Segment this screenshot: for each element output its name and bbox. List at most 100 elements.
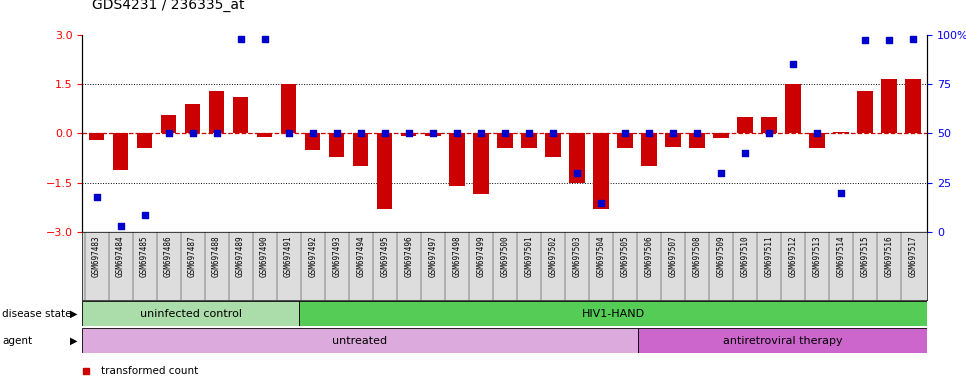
- Bar: [185, 104, 200, 134]
- Point: [545, 131, 560, 137]
- Bar: [737, 117, 753, 134]
- Text: GSM697510: GSM697510: [740, 236, 750, 277]
- Point: [185, 131, 200, 137]
- Bar: [82, 301, 299, 326]
- Point: [713, 170, 728, 176]
- Bar: [160, 115, 177, 134]
- Text: GSM697512: GSM697512: [788, 236, 797, 277]
- Text: GSM697489: GSM697489: [236, 236, 245, 277]
- Text: GSM697486: GSM697486: [164, 236, 173, 277]
- Text: GSM697494: GSM697494: [356, 236, 365, 277]
- Bar: [257, 134, 272, 137]
- Point: [89, 194, 104, 200]
- Point: [425, 131, 440, 137]
- Text: GDS4231 / 236335_at: GDS4231 / 236335_at: [92, 0, 244, 12]
- Text: GSM697514: GSM697514: [837, 236, 845, 277]
- Text: GSM697493: GSM697493: [332, 236, 341, 277]
- Point: [473, 131, 489, 137]
- Point: [305, 131, 321, 137]
- Point: [113, 223, 128, 230]
- Bar: [761, 117, 777, 134]
- Bar: [521, 134, 536, 148]
- Text: GSM697498: GSM697498: [452, 236, 461, 277]
- Text: GSM697506: GSM697506: [644, 236, 653, 277]
- Point: [377, 131, 392, 137]
- Text: GSM697485: GSM697485: [140, 236, 149, 277]
- Text: GSM697517: GSM697517: [908, 236, 918, 277]
- Point: [666, 131, 681, 137]
- Text: GSM697499: GSM697499: [476, 236, 485, 277]
- Point: [257, 35, 272, 41]
- Point: [449, 131, 465, 137]
- Bar: [905, 79, 921, 134]
- Point: [521, 131, 536, 137]
- Point: [641, 131, 657, 137]
- Point: [328, 131, 344, 137]
- Text: GSM697516: GSM697516: [885, 236, 894, 277]
- Bar: [617, 134, 633, 148]
- Text: GSM697509: GSM697509: [717, 236, 725, 277]
- Bar: [545, 134, 560, 157]
- Point: [737, 150, 753, 156]
- Bar: [328, 134, 345, 157]
- Point: [137, 212, 153, 218]
- Bar: [377, 134, 392, 209]
- Bar: [209, 91, 224, 134]
- Bar: [305, 134, 321, 150]
- Point: [209, 131, 224, 137]
- Text: GSM697502: GSM697502: [549, 236, 557, 277]
- Point: [617, 131, 633, 137]
- Text: GSM697492: GSM697492: [308, 236, 317, 277]
- Bar: [713, 134, 728, 138]
- Text: GSM697508: GSM697508: [693, 236, 701, 277]
- Bar: [401, 134, 416, 136]
- Text: ▶: ▶: [70, 336, 77, 346]
- Point: [761, 131, 777, 137]
- Text: GSM697503: GSM697503: [572, 236, 582, 277]
- Point: [689, 131, 704, 137]
- Bar: [233, 97, 248, 134]
- Text: GSM697490: GSM697490: [260, 236, 270, 277]
- Text: disease state: disease state: [2, 309, 71, 319]
- Bar: [665, 134, 681, 147]
- Bar: [89, 134, 104, 140]
- Text: GSM697495: GSM697495: [381, 236, 389, 277]
- Point: [233, 35, 248, 41]
- Text: antiretroviral therapy: antiretroviral therapy: [723, 336, 842, 346]
- Bar: [449, 134, 465, 186]
- Bar: [593, 134, 609, 209]
- Point: [857, 37, 872, 43]
- Text: HIV1-HAND: HIV1-HAND: [582, 309, 645, 319]
- Bar: [689, 134, 704, 148]
- Point: [281, 131, 297, 137]
- Bar: [281, 84, 297, 134]
- Bar: [785, 84, 801, 134]
- Bar: [638, 328, 927, 353]
- Point: [881, 37, 896, 43]
- Bar: [810, 134, 825, 148]
- Text: GSM697501: GSM697501: [525, 236, 533, 277]
- Text: ▶: ▶: [70, 309, 77, 319]
- Text: uninfected control: uninfected control: [140, 309, 242, 319]
- Bar: [497, 134, 513, 148]
- Bar: [641, 134, 657, 166]
- Text: GSM697515: GSM697515: [861, 236, 869, 277]
- Bar: [473, 134, 489, 194]
- Text: GSM697511: GSM697511: [764, 236, 774, 277]
- Bar: [881, 79, 896, 134]
- Text: GSM697491: GSM697491: [284, 236, 293, 277]
- Text: GSM697488: GSM697488: [213, 236, 221, 277]
- Point: [905, 35, 921, 41]
- Point: [569, 170, 584, 176]
- Text: GSM697497: GSM697497: [428, 236, 438, 277]
- Text: agent: agent: [2, 336, 32, 346]
- Point: [401, 131, 416, 137]
- Point: [353, 131, 368, 137]
- Text: GSM697487: GSM697487: [188, 236, 197, 277]
- Text: GSM697484: GSM697484: [116, 236, 125, 277]
- Bar: [299, 301, 927, 326]
- Text: GSM697504: GSM697504: [596, 236, 606, 277]
- Text: GSM697507: GSM697507: [668, 236, 677, 277]
- Text: GSM697505: GSM697505: [620, 236, 629, 277]
- Bar: [857, 91, 872, 134]
